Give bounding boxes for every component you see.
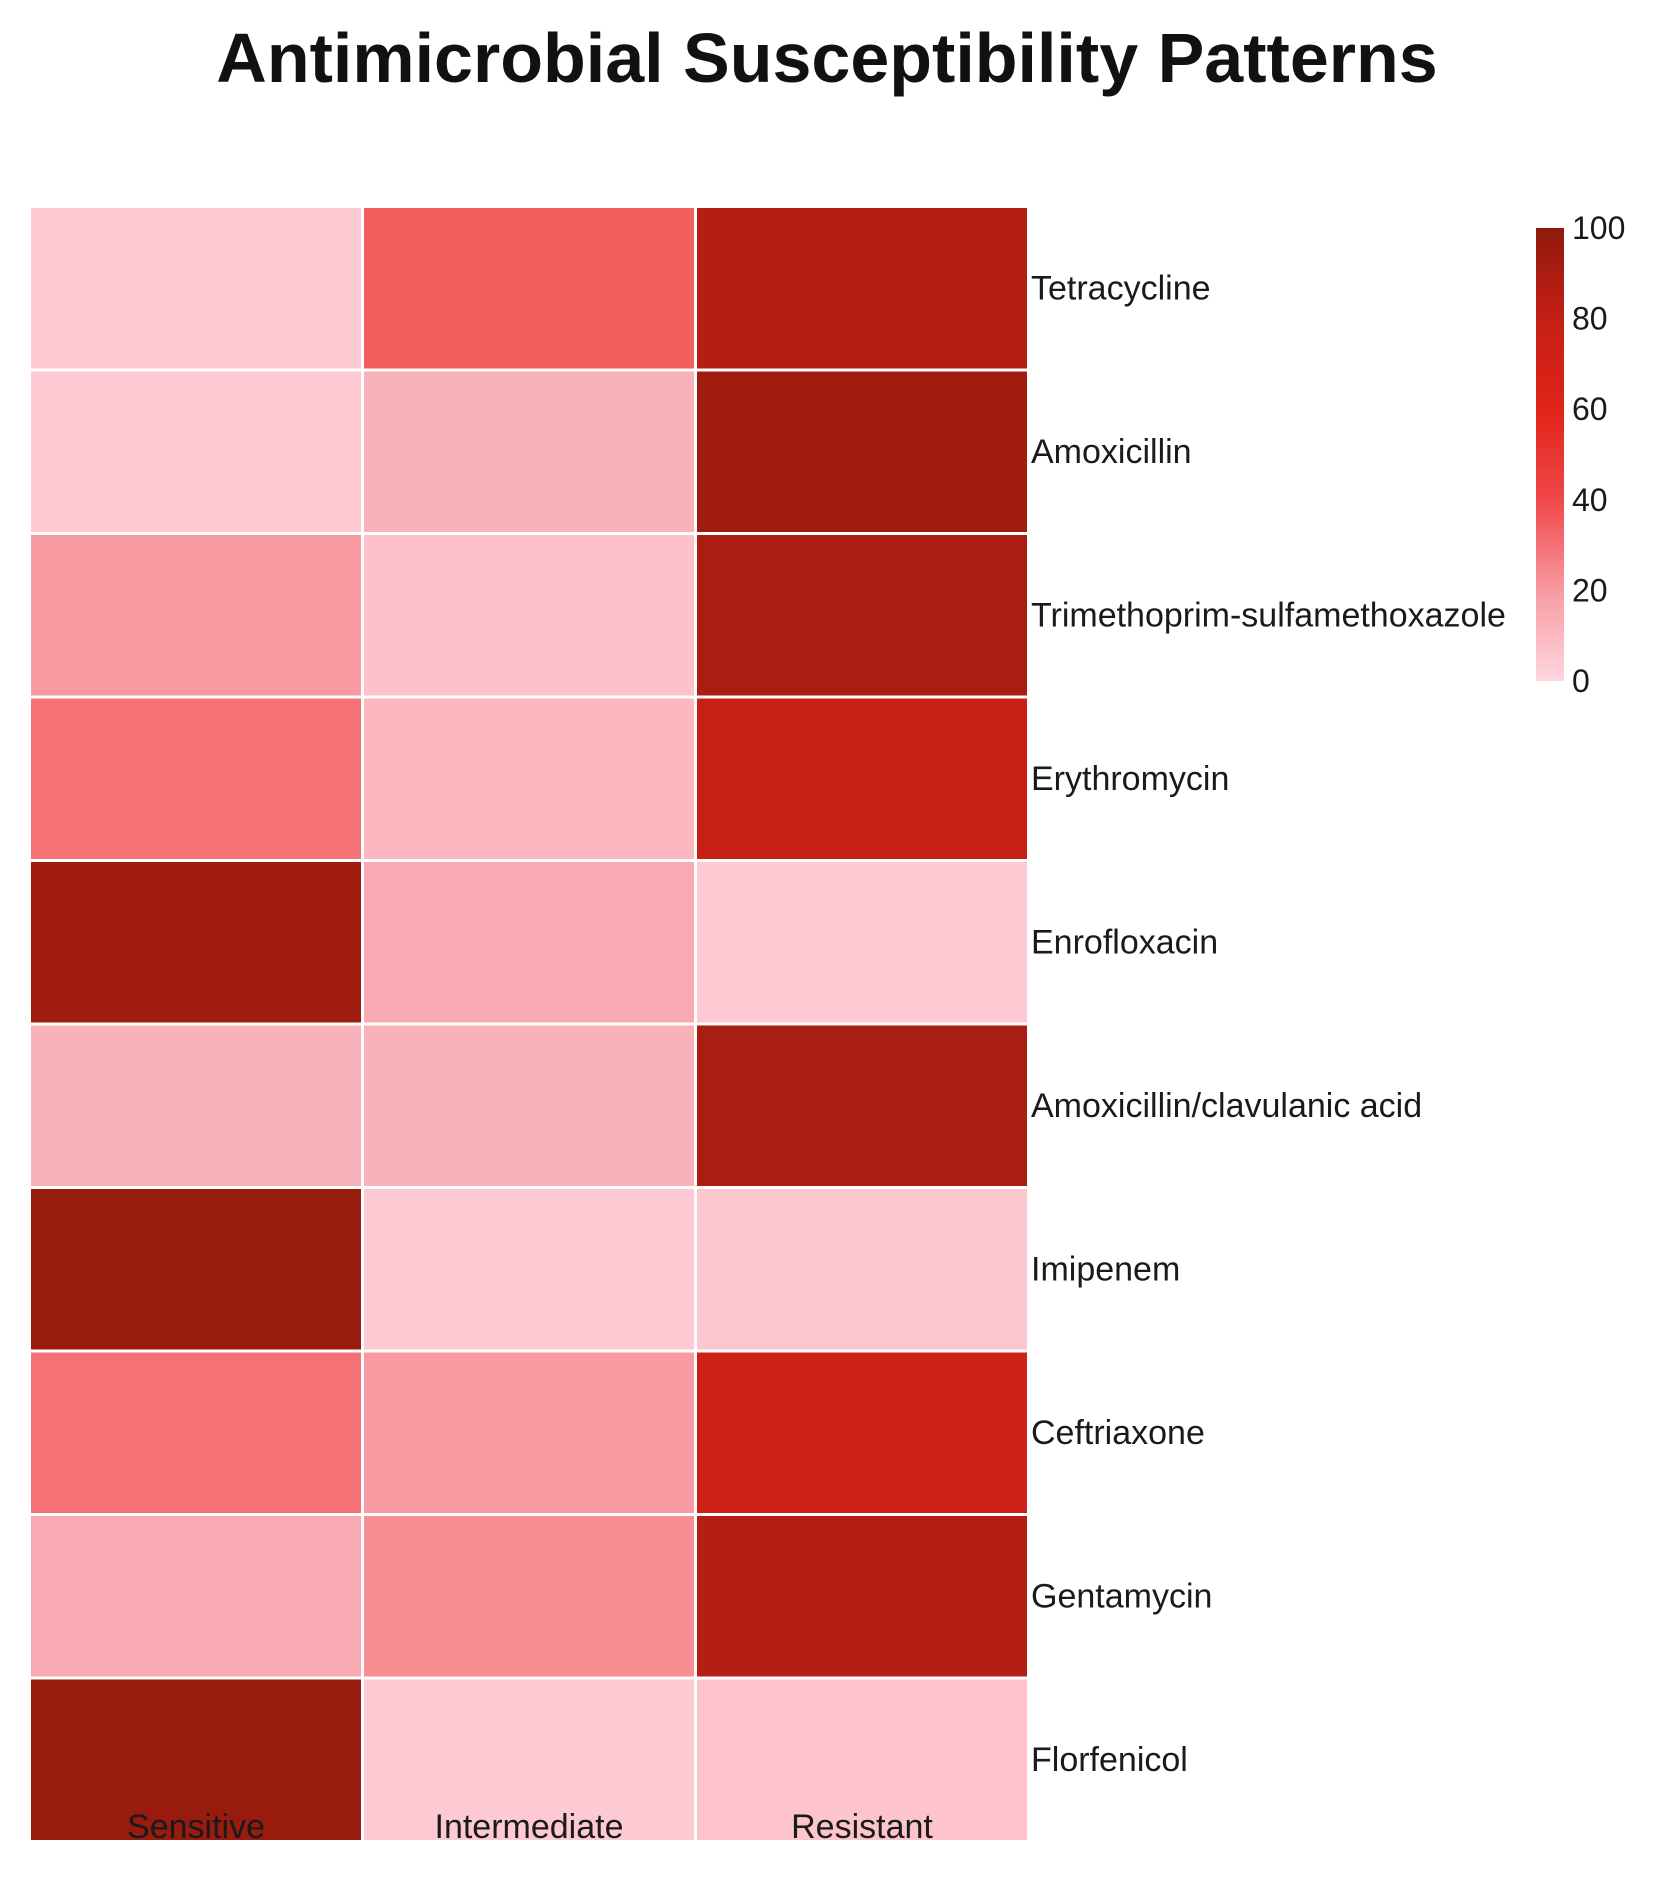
row-label: Amoxicillin <box>1031 433 1192 471</box>
heatmap-cell-gentamycin-resistant <box>697 1516 1027 1677</box>
column-labels: Sensitive Intermediate Resistant <box>127 1808 933 1846</box>
heatmap-cell-trimethoprim-sulfamethoxazole-sensitive <box>31 535 361 696</box>
heatmap-cell-ceftriaxone-resistant <box>697 1352 1027 1513</box>
heatmap-cell-florfenicol-intermediate <box>364 1679 694 1840</box>
row-label: Tetracycline <box>1031 269 1211 307</box>
heatmap-cell-trimethoprim-sulfamethoxazole-resistant <box>697 535 1027 696</box>
heatmap-cells <box>31 208 1027 1840</box>
colorbar-ticks: 0 20 40 60 80 100 <box>1572 210 1625 699</box>
colorbar-tick-label: 20 <box>1572 572 1608 608</box>
heatmap-cell-enrofloxacin-intermediate <box>364 862 694 1023</box>
heatmap-cell-enrofloxacin-sensitive <box>31 862 361 1023</box>
heatmap-cell-ceftriaxone-intermediate <box>364 1352 694 1513</box>
colorbar-tick-label: 60 <box>1572 391 1608 427</box>
heatmap-cell-florfenicol-resistant <box>697 1679 1027 1840</box>
heatmap-cell-tetracycline-resistant <box>697 208 1027 369</box>
heatmap-cell-tetracycline-intermediate <box>364 208 694 369</box>
colorbar-gradient <box>1536 228 1564 681</box>
row-label: Ceftriaxone <box>1031 1414 1205 1452</box>
heatmap-cell-imipenem-sensitive <box>31 1189 361 1350</box>
heatmap-cell-amoxicillin-resistant <box>697 371 1027 532</box>
column-label: Sensitive <box>127 1808 265 1846</box>
heatmap-cell-amoxicillin-clavulanic-acid-intermediate <box>364 1025 694 1186</box>
column-label: Intermediate <box>435 1808 624 1846</box>
row-label: Gentamycin <box>1031 1577 1212 1615</box>
heatmap-cell-erythromycin-resistant <box>697 698 1027 859</box>
heatmap-cell-trimethoprim-sulfamethoxazole-intermediate <box>364 535 694 696</box>
colorbar-tick-label: 40 <box>1572 482 1608 518</box>
heatmap-cell-amoxicillin-sensitive <box>31 371 361 532</box>
row-label: Imipenem <box>1031 1250 1180 1288</box>
row-label: Trimethoprim-sulfamethoxazole <box>1031 596 1506 634</box>
heatmap-cell-amoxicillin-clavulanic-acid-resistant <box>697 1025 1027 1186</box>
colorbar-tick-label: 100 <box>1572 210 1625 246</box>
heatmap-cell-amoxicillin-clavulanic-acid-sensitive <box>31 1025 361 1186</box>
heatmap-cell-florfenicol-sensitive <box>31 1679 361 1840</box>
heatmap-cell-erythromycin-sensitive <box>31 698 361 859</box>
heatmap-cell-gentamycin-sensitive <box>31 1516 361 1677</box>
heatmap-cell-enrofloxacin-resistant <box>697 862 1027 1023</box>
heatmap-cell-amoxicillin-intermediate <box>364 371 694 532</box>
heatmap-cell-ceftriaxone-sensitive <box>31 1352 361 1513</box>
row-label: Florfenicol <box>1031 1741 1188 1779</box>
heatmap-cell-imipenem-intermediate <box>364 1189 694 1350</box>
chart-title: Antimicrobial Susceptibility Patterns <box>216 19 1437 97</box>
row-label: Enrofloxacin <box>1031 923 1218 961</box>
heatmap-cell-tetracycline-sensitive <box>31 208 361 369</box>
colorbar-tick-label: 80 <box>1572 301 1608 337</box>
column-label: Resistant <box>791 1808 933 1846</box>
row-label: Erythromycin <box>1031 760 1229 798</box>
colorbar-legend: 0 20 40 60 80 100 <box>1536 210 1625 699</box>
row-labels: Tetracycline Amoxicillin Trimethoprim-sulf… <box>1031 269 1506 1779</box>
row-label: Amoxicillin/clavulanic acid <box>1031 1087 1422 1125</box>
heatmap-cell-erythromycin-intermediate <box>364 698 694 859</box>
heatmap-cell-gentamycin-intermediate <box>364 1516 694 1677</box>
colorbar-tick-label: 0 <box>1572 663 1590 699</box>
heatmap-cell-imipenem-resistant <box>697 1189 1027 1350</box>
